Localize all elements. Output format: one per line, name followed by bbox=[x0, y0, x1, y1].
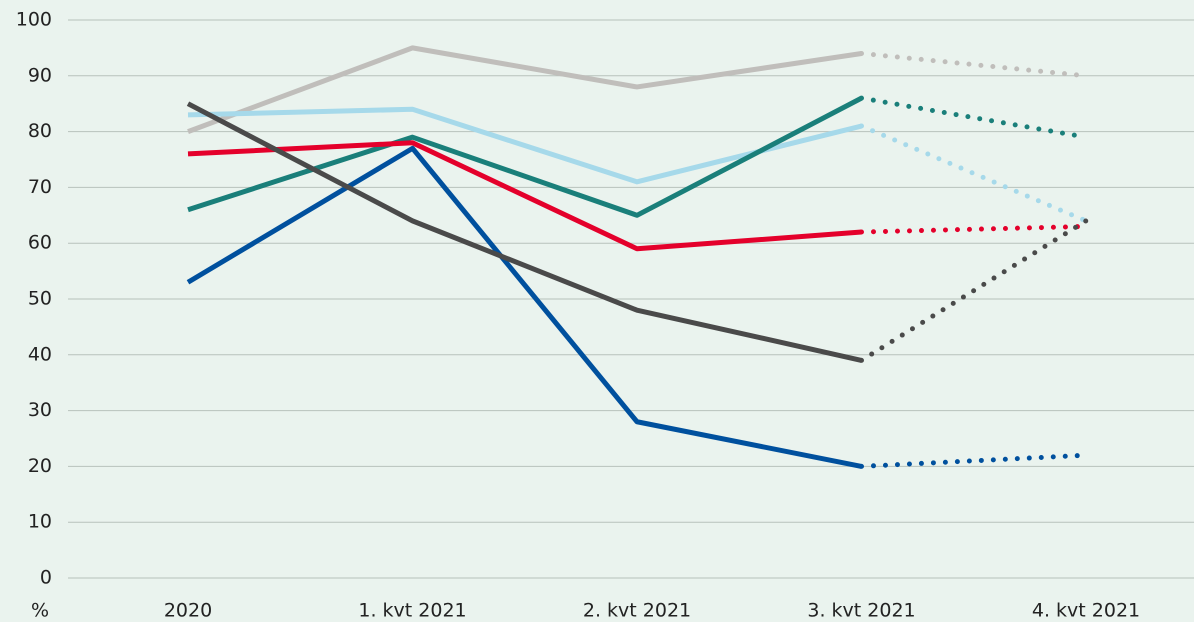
series-line bbox=[187, 140, 862, 252]
series-line bbox=[186, 101, 863, 363]
y-tick-label: 50 bbox=[28, 288, 52, 310]
series-line bbox=[187, 95, 863, 218]
x-tick-label: 1. kvt 2021 bbox=[358, 600, 466, 622]
series-forecast-line bbox=[859, 95, 1089, 140]
y-tick-label: 60 bbox=[28, 232, 52, 254]
x-tick-label: 2020 bbox=[164, 600, 212, 622]
y-tick-label: 10 bbox=[28, 511, 52, 533]
y-tick-label: 90 bbox=[28, 64, 52, 86]
y-tick-label: 20 bbox=[28, 455, 52, 477]
y-tick-label: 80 bbox=[28, 120, 52, 142]
series-forecast-line bbox=[859, 218, 1089, 363]
series-line bbox=[186, 145, 862, 469]
y-tick-label: 70 bbox=[28, 176, 52, 198]
y-tick-label: 30 bbox=[28, 399, 52, 421]
series-line bbox=[187, 106, 863, 185]
x-tick-label: 3. kvt 2021 bbox=[807, 600, 915, 622]
series-forecast-line bbox=[859, 123, 1089, 224]
y-tick-label: 40 bbox=[28, 343, 52, 365]
x-tick-label: 4. kvt 2021 bbox=[1032, 600, 1140, 622]
series-forecast-line bbox=[859, 50, 1089, 79]
y-tick-label: 0 bbox=[40, 567, 52, 589]
series-forecast-line bbox=[859, 452, 1089, 469]
series-line bbox=[187, 45, 862, 134]
series-forecast-line bbox=[859, 223, 1089, 235]
y-tick-label: 100 bbox=[16, 9, 52, 31]
x-tick-label: 2. kvt 2021 bbox=[583, 600, 691, 622]
y-axis-unit: % bbox=[31, 600, 49, 622]
